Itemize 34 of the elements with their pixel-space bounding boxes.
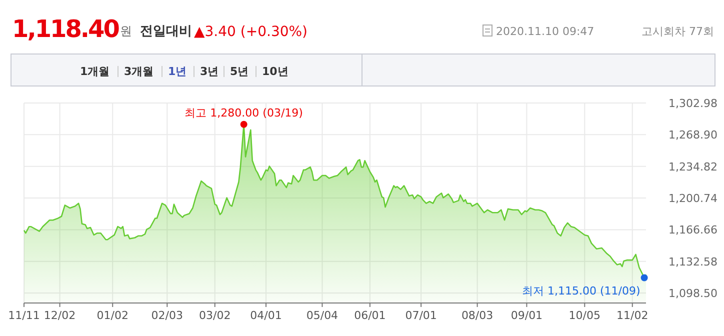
y-tick-label: 1,234.82	[668, 160, 718, 174]
y-tick-label: 1,166.66	[668, 224, 718, 237]
y-tick-label: 1,098.50	[668, 287, 718, 300]
text: 3년	[200, 65, 219, 78]
x-tick-label: 12/02	[44, 309, 76, 322]
x-tick-label: 06/01	[354, 309, 386, 322]
text: 고시회차 77회	[642, 25, 714, 38]
text: 10년	[262, 65, 288, 78]
y-tick-label: 1,302.98	[668, 97, 718, 110]
text: ▲3.40 (+0.30%)	[194, 24, 308, 40]
annotation: 최고 1,280.00 (03/19)	[184, 106, 303, 120]
text: 1년	[168, 65, 187, 78]
x-tick-label: 08/03	[461, 309, 494, 322]
chart-title: 1,118.40	[12, 15, 120, 43]
annotation: 최저 1,115.00 (11/09)	[522, 284, 640, 298]
x-tick-label: 05/04	[306, 309, 338, 322]
text: 3개월	[124, 65, 154, 78]
x-tick-label: 04/01	[250, 309, 282, 322]
text: 2020.11.10 09:47	[496, 25, 594, 38]
x-tick-label: 09/01	[510, 309, 543, 322]
text: 1개월	[80, 65, 110, 78]
text: 전일대비	[140, 24, 192, 39]
x-tick-label: 01/02	[96, 309, 128, 322]
x-tick-label: 10/05	[568, 309, 601, 322]
text: 원	[120, 24, 132, 38]
x-tick-label: 07/01	[405, 309, 437, 322]
text: 5년	[230, 65, 249, 78]
x-tick-label: 03/02	[199, 309, 231, 322]
x-tick-label: 02/03	[151, 309, 183, 322]
y-tick-label: 1,200.74	[668, 192, 718, 206]
y-tick-label: 1,268.90	[668, 128, 718, 142]
x-tick-label: 11/11	[8, 309, 40, 322]
y-tick-label: 1,132.58	[668, 255, 718, 268]
x-tick-label: 11/02	[616, 309, 648, 322]
